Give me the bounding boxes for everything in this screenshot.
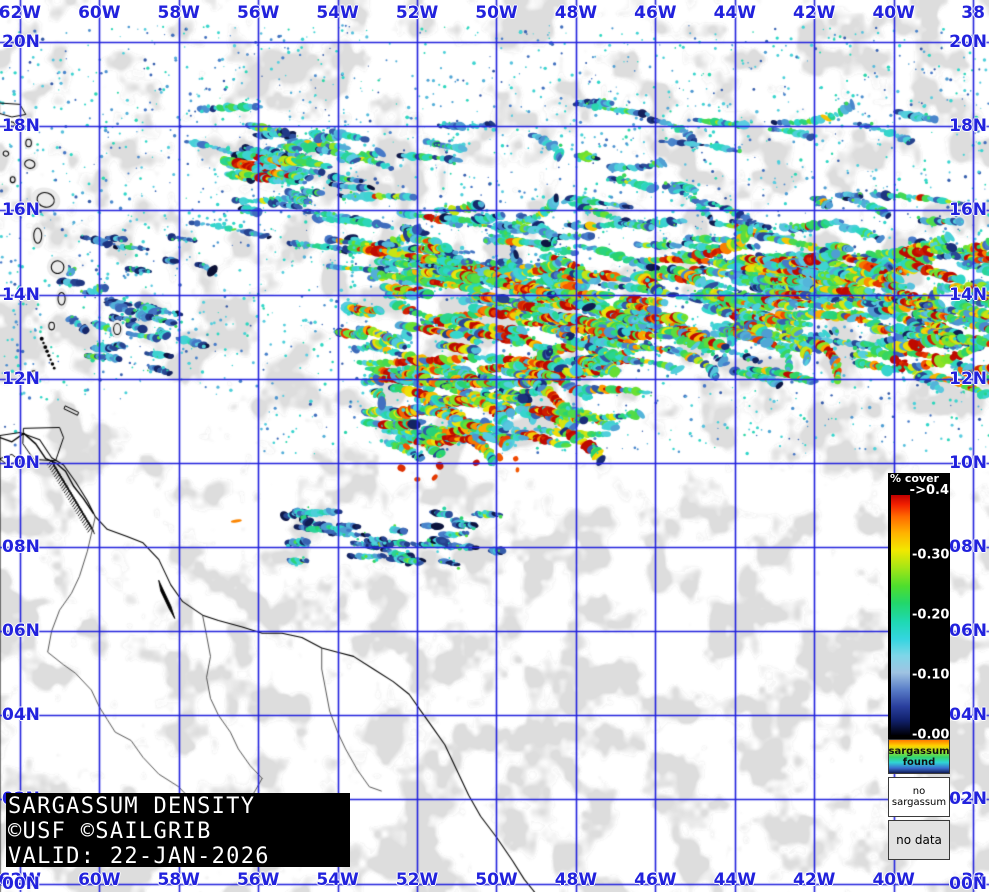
legend-key-found-line1: sargassum (888, 745, 950, 757)
attribution-line: ©USF ©SAILGRIB (8, 819, 212, 844)
colorbar-gradient-strip (891, 495, 910, 735)
legend-key-found-line2: found (902, 756, 936, 768)
legend-key-no-data: no data (888, 820, 950, 860)
colorbar-title: % cover ->0.4 (888, 473, 950, 497)
legend-panel: % cover ->0.4 -0.00 -0.10 -0.20 -0.30 sarga… (888, 473, 950, 860)
legend-key-nodata-line1: no data (896, 832, 942, 847)
colorbar-title-units: % cover (890, 472, 939, 485)
legend-key-none-line2: sargassum (891, 797, 947, 808)
valid-date-line: VALID: 22-JAN-2026 (8, 844, 270, 869)
colorbar-tick-0-2: -0.20 (912, 607, 950, 623)
colorbar-box: % cover ->0.4 -0.00 -0.10 -0.20 -0.30 (888, 473, 950, 743)
colorbar-tick-0-3: -0.30 (912, 547, 950, 563)
legend-key-no-sargassum: no sargassum (888, 777, 950, 817)
title-attribution-block: SARGASSUM DENSITY ©USF ©SAILGRIB VALID: … (6, 793, 350, 869)
legend-key-sargassum-found: sargassum found (888, 739, 950, 774)
colorbar-max-label: ->0.4 (909, 483, 949, 498)
colorbar-tick-0: -0.00 (912, 727, 950, 743)
colorbar-tick-0-1: -0.10 (912, 667, 950, 683)
product-title: SARGASSUM DENSITY (8, 794, 256, 819)
legend-key-none-line1: no (912, 786, 926, 797)
